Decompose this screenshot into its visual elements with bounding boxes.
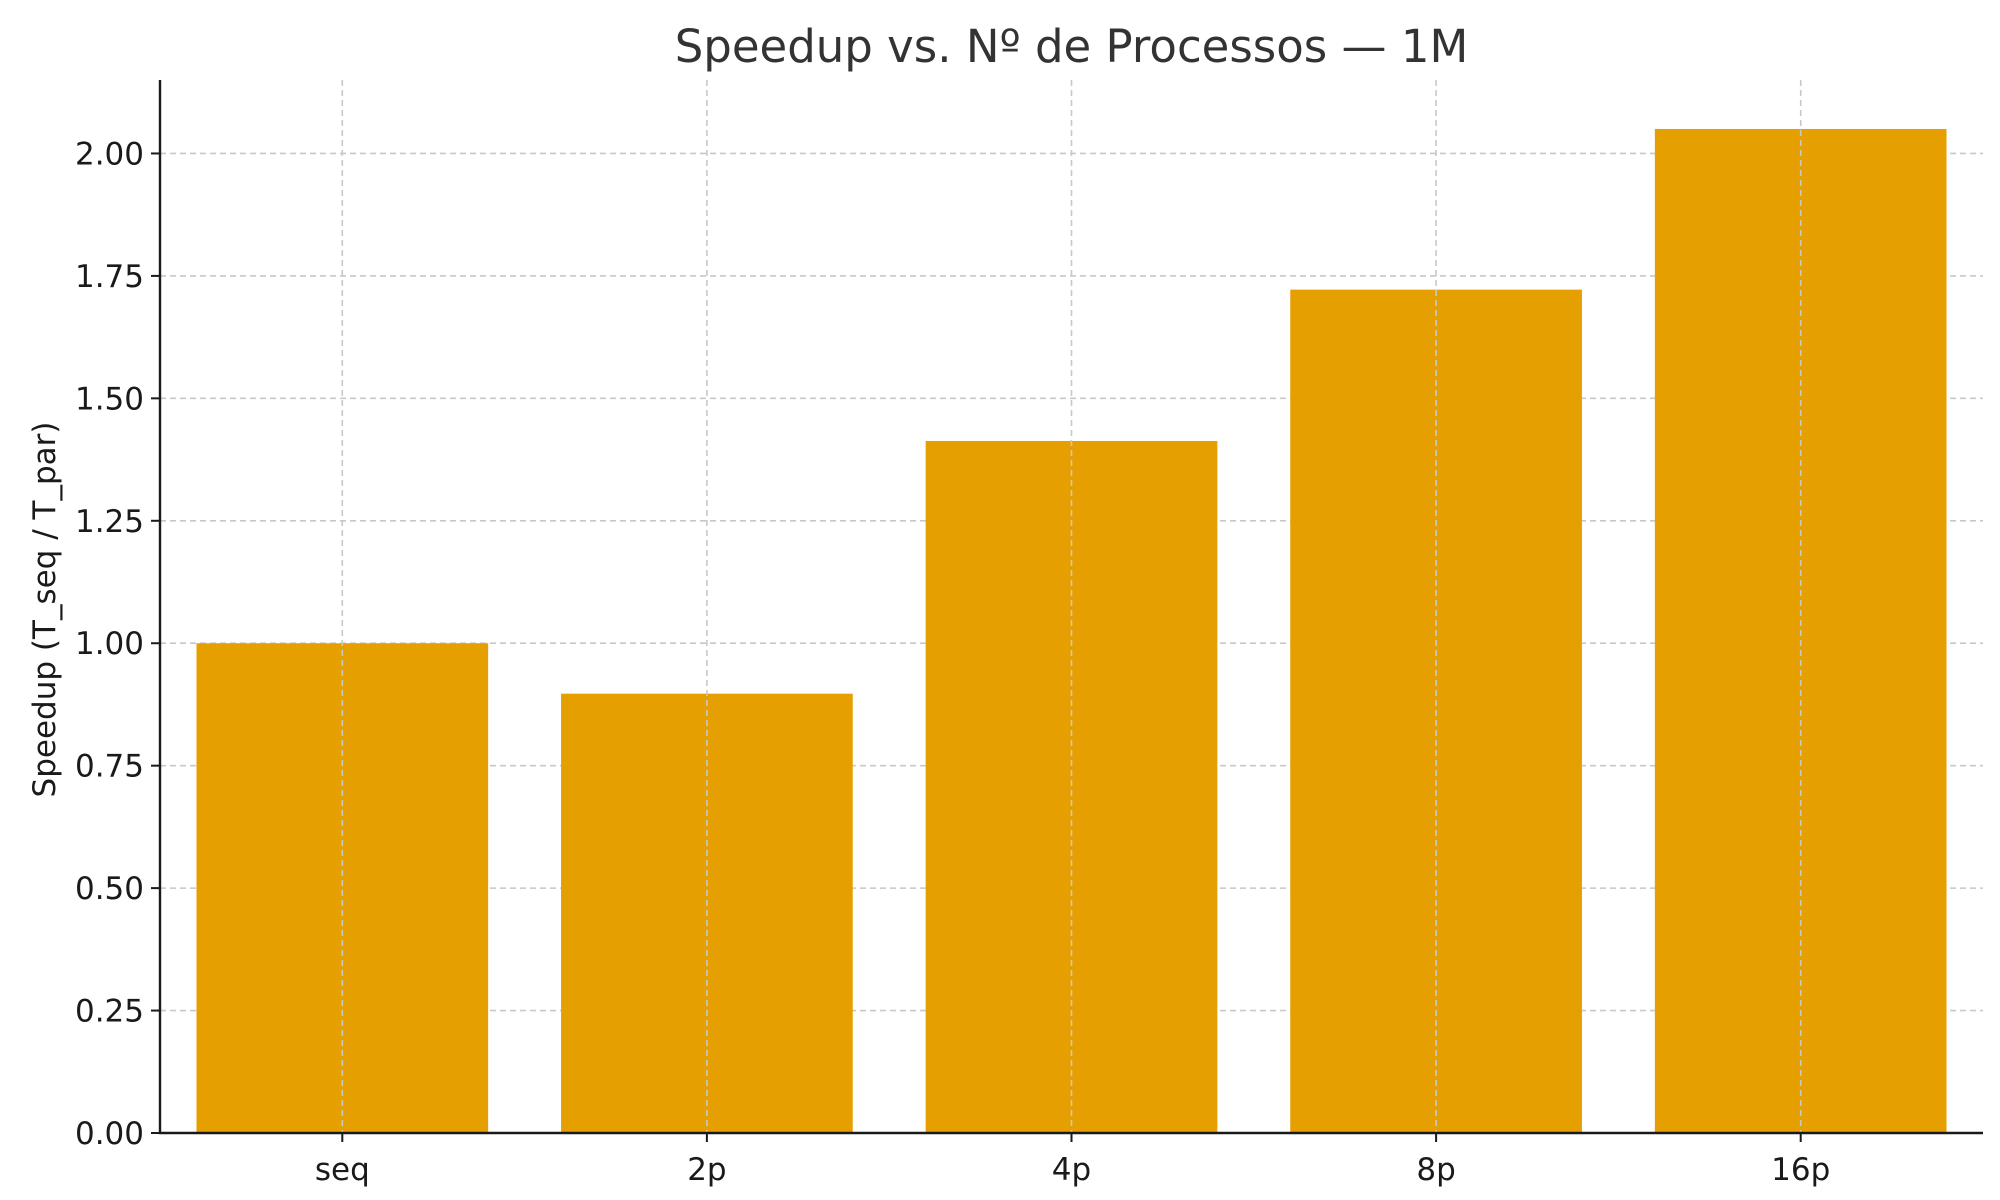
y-ticks: 0.00 0.25 0.50 0.75 1.00 1.25 1.50 1.75 2.00 [75, 136, 160, 1152]
x-ticks: seq 2p 4p 8p 16p [315, 1133, 1830, 1188]
y-tick-label: 0.25 [75, 994, 144, 1030]
chart-title: Speedup vs. Nº de Processos — 1M [675, 20, 1469, 73]
y-tick-label: 0.75 [75, 749, 144, 785]
y-tick-label: 1.75 [75, 259, 144, 295]
y-tick-label: 0.00 [75, 1116, 144, 1152]
y-tick-label: 1.00 [75, 626, 144, 662]
x-tick-label: seq [315, 1152, 370, 1188]
y-tick-label: 2.00 [75, 136, 144, 172]
x-tick-label: 16p [1771, 1152, 1830, 1188]
y-tick-label: 0.50 [75, 871, 144, 907]
bar-seq [196, 643, 489, 1133]
y-tick-label: 1.50 [75, 381, 144, 417]
y-axis-label: Speedup (T_seq / T_par) [27, 422, 63, 798]
bar-4p [925, 440, 1218, 1133]
x-tick-label: 4p [1052, 1152, 1091, 1188]
x-tick-label: 8p [1416, 1152, 1455, 1188]
x-grid [341, 80, 1802, 1133]
x-tick-label: 2p [687, 1152, 726, 1188]
y-tick-label: 1.25 [75, 504, 144, 540]
